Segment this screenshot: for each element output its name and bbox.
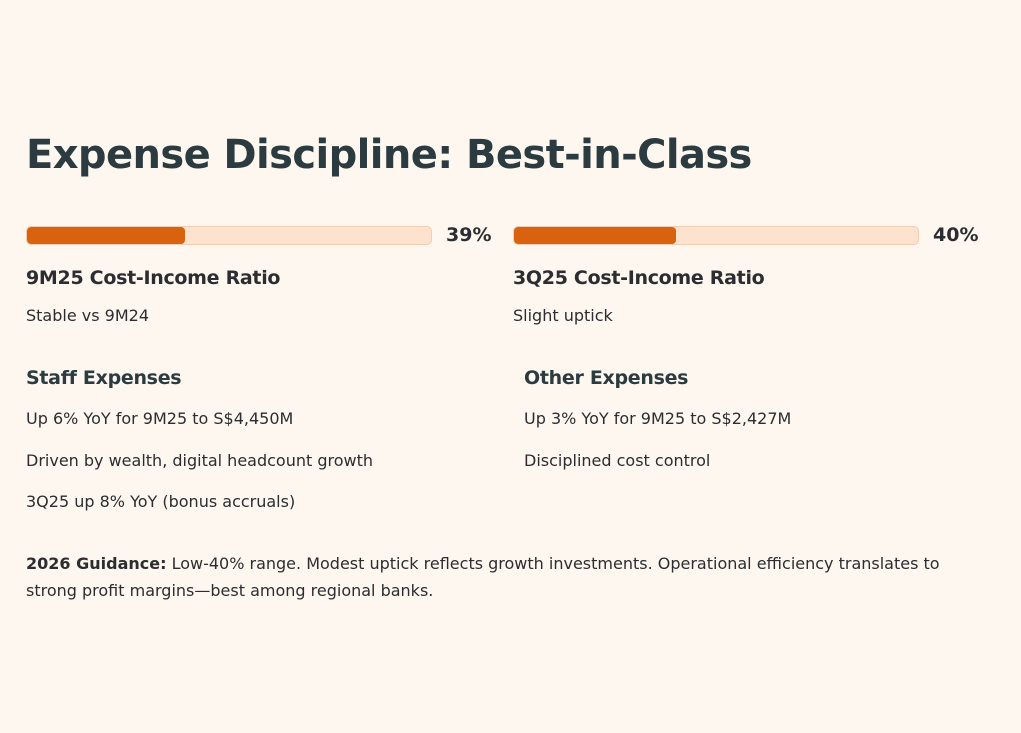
other-expenses-section: Other Expenses Up 3% YoY for 9M25 to S$2… <box>524 367 984 470</box>
progress-bar-fill <box>27 227 185 244</box>
progress-bar-row: 39% <box>26 224 501 247</box>
list-item: Up 3% YoY for 9M25 to S$2,427M <box>524 409 792 428</box>
metric-subtitle: Stable vs 9M24 <box>26 306 149 325</box>
metric-3q25-cost-income: 40% 3Q25 Cost-Income Ratio Slight uptick <box>513 224 988 325</box>
progress-value: 39% <box>446 224 492 246</box>
progress-bar-track <box>26 226 432 245</box>
metric-9m25-cost-income: 39% 9M25 Cost-Income Ratio Stable vs 9M2… <box>26 224 501 325</box>
guidance-label: 2026 Guidance: <box>26 554 167 573</box>
section-title: Other Expenses <box>524 367 689 389</box>
list-item: Driven by wealth, digital headcount grow… <box>26 451 374 470</box>
list-item: Disciplined cost control <box>524 451 711 470</box>
staff-expenses-section: Staff Expenses Up 6% YoY for 9M25 to S$4… <box>26 367 486 511</box>
progress-bar-fill <box>514 227 676 244</box>
metric-label: 3Q25 Cost-Income Ratio <box>513 267 765 289</box>
metric-label: 9M25 Cost-Income Ratio <box>26 267 281 289</box>
progress-bar-row: 40% <box>513 224 988 247</box>
list-item: Up 6% YoY for 9M25 to S$4,450M <box>26 409 294 428</box>
progress-bar-track <box>513 226 919 245</box>
progress-value: 40% <box>933 224 979 246</box>
guidance-paragraph: 2026 Guidance: Low-40% range. Modest upt… <box>26 550 966 604</box>
guidance-text: Low-40% range. Modest uptick reflects gr… <box>26 554 940 600</box>
section-title: Staff Expenses <box>26 367 182 389</box>
list-item: 3Q25 up 8% YoY (bonus accruals) <box>26 492 296 511</box>
page-title: Expense Discipline: Best-in-Class <box>26 132 752 178</box>
metric-subtitle: Slight uptick <box>513 306 613 325</box>
